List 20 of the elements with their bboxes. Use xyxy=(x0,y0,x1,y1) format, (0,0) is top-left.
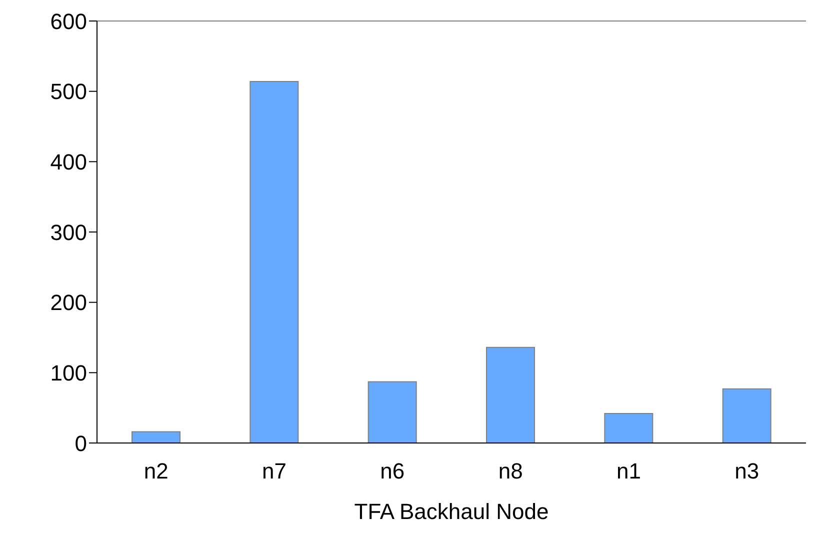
bar xyxy=(486,346,535,443)
bar xyxy=(722,388,772,443)
y-tick-label: 0 xyxy=(74,430,87,456)
x-tick-label: n7 xyxy=(262,458,286,484)
y-tick-label: 200 xyxy=(50,290,87,316)
x-tick-label: n2 xyxy=(144,458,168,484)
x-axis-title: TFA Backhaul Node xyxy=(354,499,549,524)
x-tick-label: n8 xyxy=(498,458,523,484)
x-tick-label: n6 xyxy=(380,458,405,484)
x-tick-label: n1 xyxy=(616,458,641,484)
bar xyxy=(250,80,299,443)
y-tick-label: 300 xyxy=(50,220,87,245)
bar xyxy=(132,431,180,443)
x-tick-label: n3 xyxy=(734,458,760,484)
bar xyxy=(368,381,417,443)
bar xyxy=(604,412,654,443)
y-tick-label: 400 xyxy=(50,149,87,174)
y-tick-label: 100 xyxy=(50,360,87,386)
y-tick-label: 600 xyxy=(50,8,87,34)
y-tick-label: 500 xyxy=(50,79,87,104)
